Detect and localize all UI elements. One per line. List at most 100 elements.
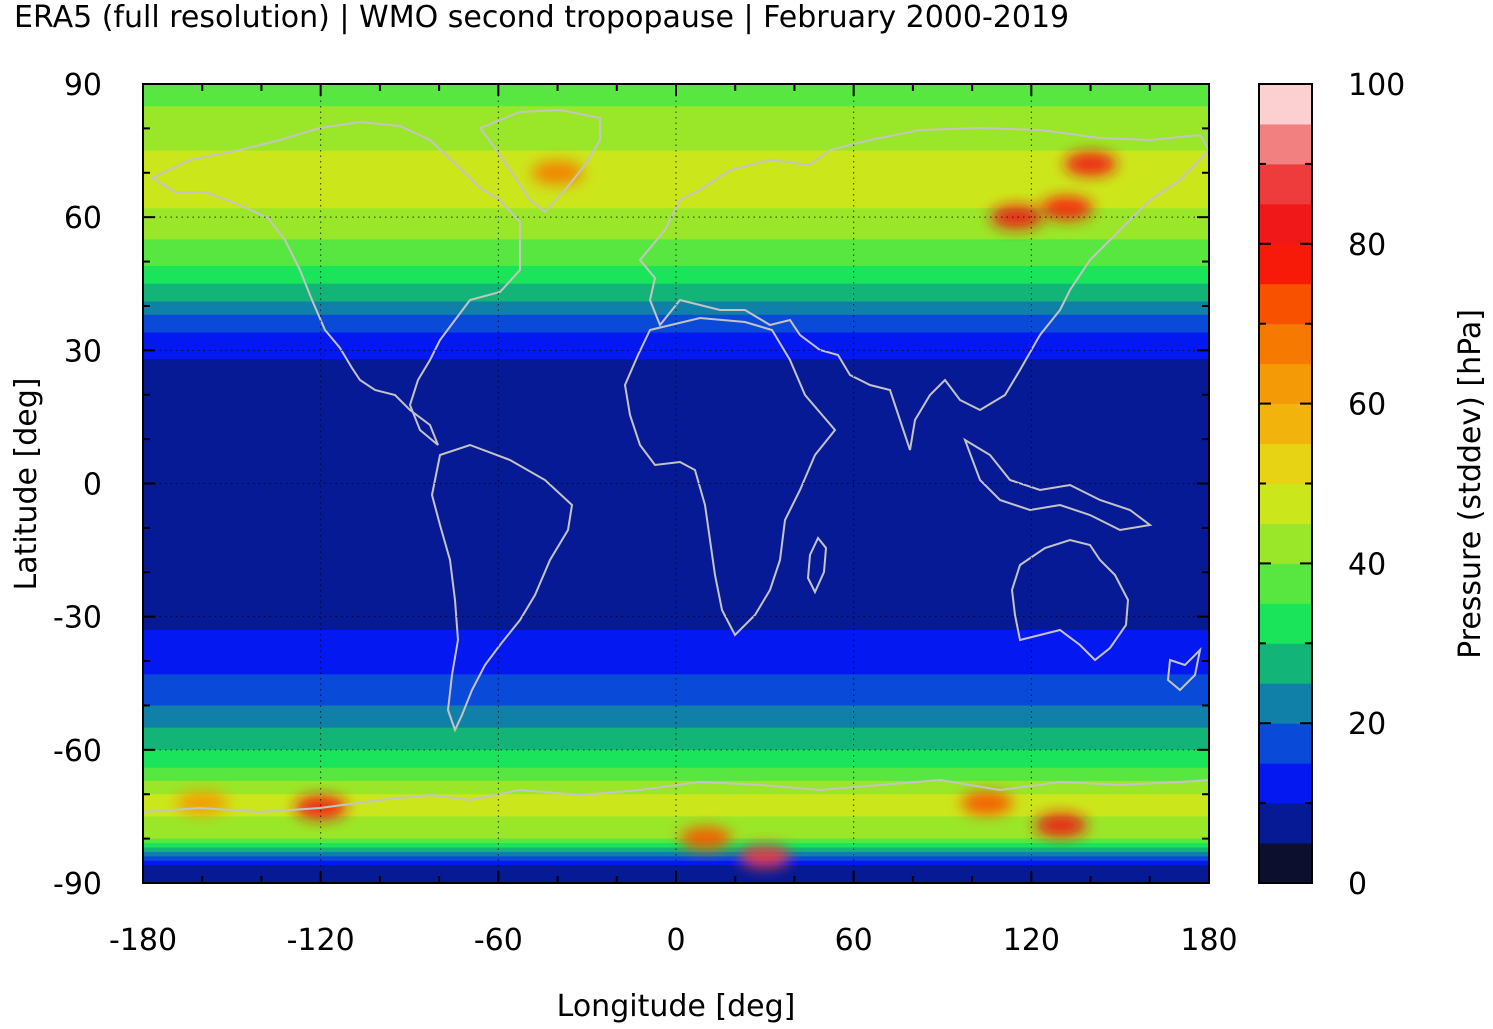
zonal-band (143, 772, 1209, 778)
colorbar-swatch (1259, 683, 1312, 724)
zonal-band (143, 718, 1209, 724)
colorbar-swatch (1259, 603, 1312, 644)
x-tick-label: 60 (835, 923, 873, 958)
coastline-madagascar (806, 536, 828, 595)
colorbar-swatch (1259, 363, 1312, 405)
zonal-band (143, 110, 1209, 116)
zonal-band (143, 279, 1209, 285)
zonal-band (143, 727, 1209, 733)
colorbar-swatch (1259, 843, 1312, 884)
zonal-band (143, 652, 1209, 658)
zonal-band (143, 701, 1209, 707)
zonal-band (143, 661, 1209, 667)
zonal-band (143, 532, 1209, 538)
zonal-band (143, 616, 1209, 622)
zonal-band (143, 132, 1209, 138)
zonal-band (143, 523, 1209, 529)
zonal-band (143, 647, 1209, 653)
zonal-band (143, 155, 1209, 161)
colorbar-swatch (1259, 643, 1312, 684)
zonal-band (143, 536, 1209, 542)
x-tick-label: -60 (474, 923, 523, 958)
zonal-band (143, 146, 1209, 152)
coastline-antarctica (143, 778, 1209, 814)
coastline-eurasia (638, 126, 1209, 451)
zonal-band (143, 740, 1209, 746)
zonal-band (143, 487, 1209, 493)
zonal-band (143, 860, 1209, 866)
zonal-band (143, 847, 1209, 853)
hotspot (531, 160, 584, 185)
zonal-band (143, 838, 1209, 844)
zonal-band (143, 221, 1209, 227)
zonal-band (143, 217, 1209, 223)
zonal-band (143, 452, 1209, 458)
zonal-band (143, 674, 1209, 680)
coastline-australia (1010, 538, 1130, 662)
zonal-band (143, 97, 1209, 103)
zonal-band (143, 234, 1209, 240)
zonal-band (143, 545, 1209, 551)
zonal-band (143, 510, 1209, 516)
zonal-band (143, 581, 1209, 587)
colorbar: 100 80 60 40 20 0 (1258, 68, 1405, 902)
colorbar-swatch (1259, 283, 1312, 325)
zonal-band (143, 243, 1209, 249)
zonal-band (143, 590, 1209, 596)
zonal-band (143, 834, 1209, 840)
colorbar-swatch (1259, 163, 1312, 205)
zonal-band (143, 745, 1209, 751)
zonal-band (143, 288, 1209, 294)
x-tick-label: -180 (109, 923, 177, 958)
plot-frame (142, 83, 1210, 884)
colorbar-swatch (1259, 763, 1312, 804)
zonal-band (143, 337, 1209, 343)
colorbar-label: Pressure (stddev) [hPa] (1453, 309, 1488, 659)
colorbar-swatch (1259, 84, 1312, 125)
zonal-band (143, 443, 1209, 449)
colorbar-swatch (1259, 203, 1312, 245)
zonal-band (143, 292, 1209, 298)
zonal-band (143, 541, 1209, 547)
x-tick-labels: -180 -120 -60 0 60 120 180 (109, 923, 1238, 958)
colorbar-tick-label: 0 (1348, 867, 1367, 902)
zonal-band (143, 332, 1209, 338)
zonal-band (143, 776, 1209, 782)
zonal-band (143, 128, 1209, 134)
colorbar-swatch (1259, 483, 1312, 524)
zonal-band (143, 811, 1209, 818)
colorbar-swatch (1259, 243, 1312, 285)
hotspot (679, 826, 732, 851)
zonal-band (143, 123, 1209, 129)
zonal-band (143, 430, 1209, 436)
zonal-band (143, 585, 1209, 591)
zonal-band (143, 314, 1209, 320)
colorbar-tick-label: 60 (1348, 388, 1386, 423)
y-tick-labels: 90 60 30 0 -30 -60 -90 (53, 68, 102, 902)
y-tick-label: -90 (53, 867, 102, 902)
y-tick-label: 60 (64, 201, 102, 236)
hotspot (960, 791, 1013, 816)
zonal-band (143, 172, 1209, 178)
coastline-maritime-continent (963, 437, 1153, 532)
zonal-band (143, 607, 1209, 613)
zonal-band (143, 363, 1209, 369)
zonal-band (143, 470, 1209, 476)
zonal-band (143, 425, 1209, 431)
y-tick-label: -60 (53, 734, 102, 769)
zonal-band (143, 798, 1209, 804)
zonal-band (143, 354, 1209, 360)
zonal-band (143, 669, 1209, 675)
colorbar-swatch (1259, 523, 1312, 564)
coastline-south-america (430, 443, 574, 733)
zonal-band (143, 514, 1209, 520)
zonal-band (143, 558, 1209, 564)
zonal-band (143, 257, 1209, 263)
zonal-band (143, 150, 1209, 156)
heatmap-plot-area (142, 83, 1210, 884)
zonal-band (143, 283, 1209, 289)
zonal-band (143, 403, 1209, 409)
zonal-band (143, 567, 1209, 573)
coastlines (143, 108, 1209, 814)
